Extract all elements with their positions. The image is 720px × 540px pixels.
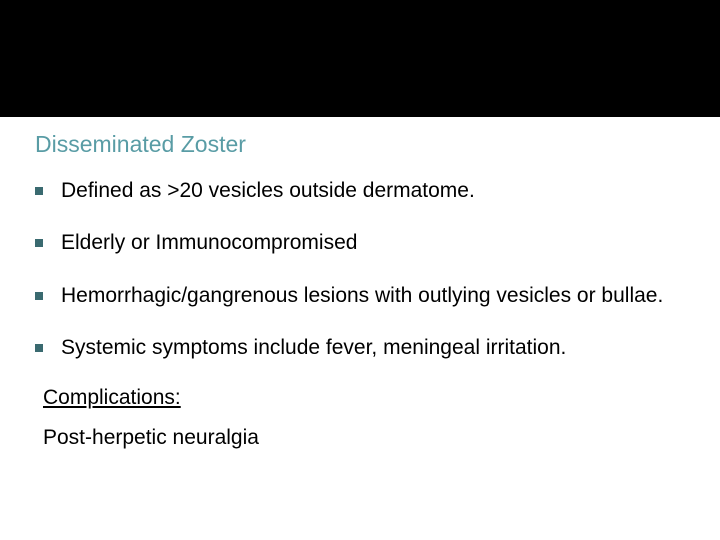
bullet-text: Elderly or Immunocompromised	[61, 228, 685, 258]
complications-text: Post-herpetic neuralgia	[43, 426, 685, 450]
list-item: Elderly or Immunocompromised	[35, 228, 685, 258]
bullet-text: Hemorrhagic/gangrenous lesions with outl…	[61, 281, 685, 311]
bullet-marker-icon	[35, 292, 43, 300]
header-bar	[0, 0, 720, 117]
list-item: Systemic symptoms include fever, meninge…	[35, 333, 685, 363]
bullet-text: Defined as >20 vesicles outside dermatom…	[61, 176, 685, 206]
list-item: Hemorrhagic/gangrenous lesions with outl…	[35, 281, 685, 311]
bullet-marker-icon	[35, 187, 43, 195]
bullet-text: Systemic symptoms include fever, meninge…	[61, 333, 685, 363]
slide-container: Disseminated Zoster Defined as >20 vesic…	[0, 0, 720, 540]
bullet-marker-icon	[35, 239, 43, 247]
bullet-marker-icon	[35, 344, 43, 352]
list-item: Defined as >20 vesicles outside dermatom…	[35, 176, 685, 206]
bullet-list: Defined as >20 vesicles outside dermatom…	[35, 176, 685, 364]
complications-label: Complications:	[43, 386, 685, 410]
content-area: Disseminated Zoster Defined as >20 vesic…	[0, 117, 720, 450]
section-heading: Disseminated Zoster	[35, 131, 685, 158]
